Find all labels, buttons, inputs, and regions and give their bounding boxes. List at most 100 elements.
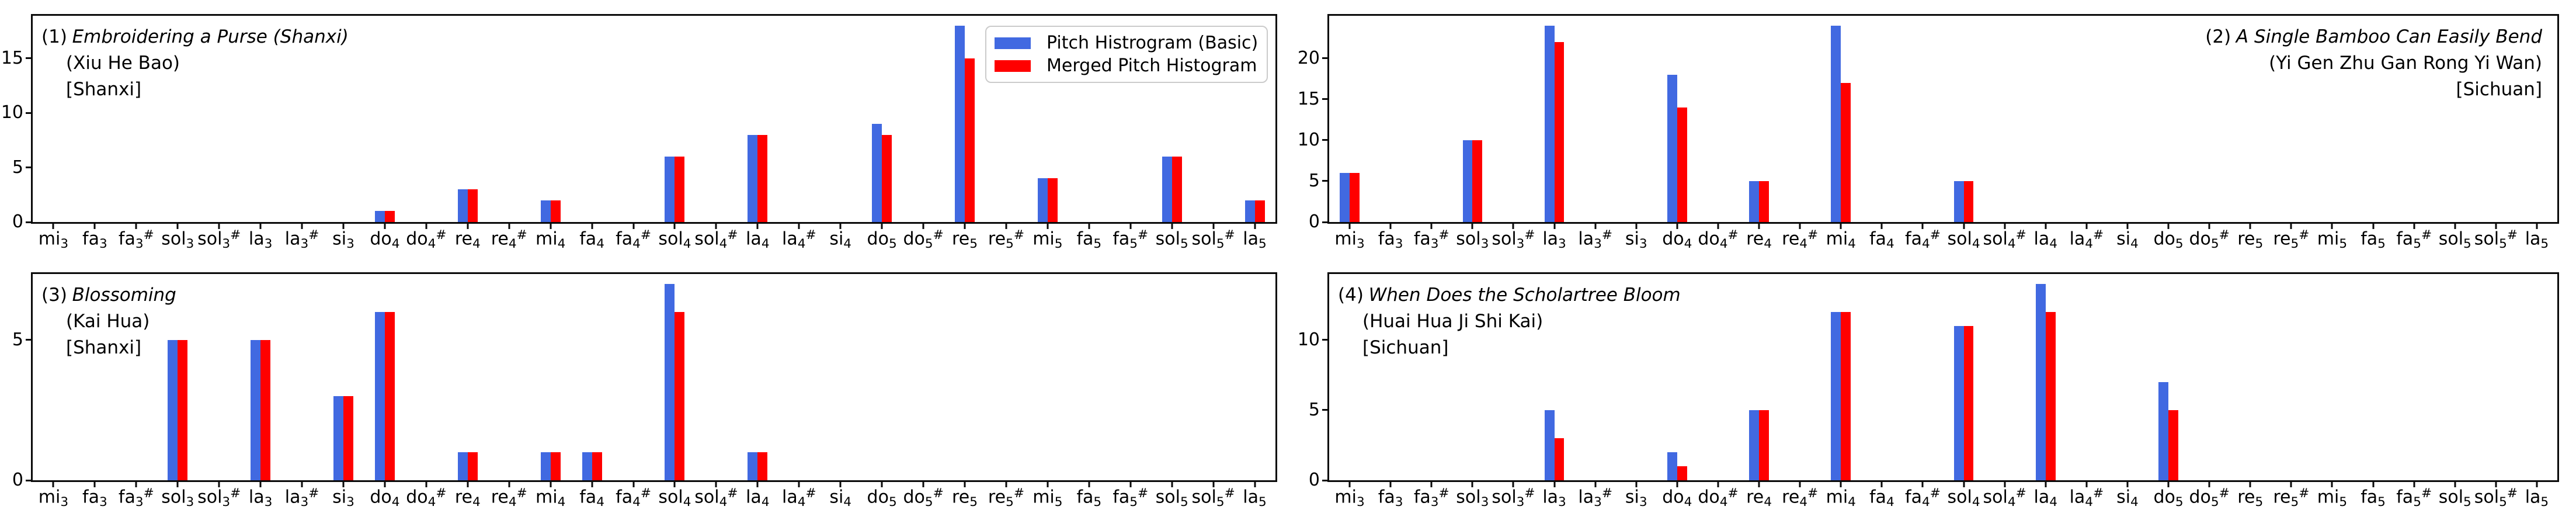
pitch-octave: 3 (1356, 495, 1365, 510)
pitch-name: si (829, 228, 844, 249)
pitch-octave: 4 (596, 237, 604, 252)
pitch-name: sol (694, 487, 719, 508)
x-tick-mark (342, 482, 345, 487)
bar-basic-la3 (1544, 25, 1555, 222)
pitch-sharp: # (805, 486, 816, 501)
pitch-name: sol (1456, 228, 1481, 249)
bar-basic-mi4 (1831, 25, 1841, 222)
x-tick-mark (176, 224, 179, 229)
pitch-octave: 4 (719, 237, 728, 252)
pitch-sharp: # (516, 228, 527, 242)
x-tick-mark (2004, 482, 2006, 487)
x-tick-label-fa4-sharp: fa4# (616, 487, 651, 509)
x-tick-mark (52, 482, 54, 487)
pitch-octave: 3 (346, 495, 354, 510)
x-tick-label-do4-sharp: do4# (1698, 228, 1738, 251)
x-tick-label-la3-sharp: la3# (1578, 487, 1612, 509)
x-tick-mark (2126, 224, 2129, 229)
x-tick-label-fa4-sharp: fa4# (616, 228, 651, 251)
pitch-octave: 4 (797, 495, 806, 510)
y-tick-mark (1322, 409, 1327, 411)
pitch-name: sol (1456, 487, 1481, 508)
x-tick-label-re4-sharp: re4# (491, 228, 527, 251)
bar-merged-do4 (1677, 466, 1687, 480)
pitch-name: mi (536, 487, 558, 508)
x-tick-label-re5: re5 (952, 487, 978, 509)
pitch-name: do (1662, 228, 1684, 249)
pitch-name: sol (1492, 487, 1517, 508)
pitch-name: do (903, 487, 925, 508)
x-tick-label-sol4-sharp: sol4# (694, 228, 738, 251)
x-tick-mark (591, 482, 593, 487)
x-tick-mark (1880, 482, 1883, 487)
pitch-octave: 5 (2175, 495, 2184, 510)
pitch-name: mi (1826, 228, 1848, 249)
bar-merged-fa4 (592, 452, 602, 480)
x-tick-label-fa3-sharp: fa3# (119, 487, 154, 509)
x-tick-label-sol4: sol4 (658, 228, 691, 251)
pitch-octave: 5 (2255, 495, 2264, 510)
x-tick-label-fa3: fa3 (1378, 487, 1403, 509)
pitch-name: fa (1076, 487, 1094, 508)
y-tick-mark (1322, 98, 1327, 100)
x-tick-label-fa3: fa3 (82, 487, 107, 509)
pitch-octave: 5 (2463, 237, 2471, 252)
pitch-octave: 3 (222, 237, 231, 252)
pitch-name: sol (161, 487, 186, 508)
bar-merged-sol5 (1171, 156, 1182, 222)
x-tick-mark (2536, 482, 2538, 487)
pitch-name: mi (536, 228, 558, 249)
pitch-octave: 4 (508, 495, 517, 510)
x-tick-mark (2454, 224, 2456, 229)
pitch-name: do (2189, 487, 2211, 508)
bar-merged-sol4 (675, 156, 685, 222)
x-tick-label-sol3-sharp: sol3# (197, 487, 241, 509)
pitch-name: sol (1155, 228, 1180, 249)
pitch-name: re (952, 228, 970, 249)
pitch-name: fa (82, 487, 99, 508)
x-tick-mark (2413, 224, 2415, 229)
x-tick-label-mi4: mi4 (1826, 228, 1856, 251)
pitch-octave: 3 (1395, 495, 1403, 510)
pitch-octave: 4 (472, 237, 481, 252)
y-tick-mark (1322, 339, 1327, 341)
pitch-octave: 4 (508, 237, 517, 252)
pitch-name: mi (1334, 487, 1357, 508)
bar-merged-sol3 (178, 339, 188, 480)
pitch-octave: 4 (472, 495, 481, 510)
bar-basic-do5 (872, 123, 882, 222)
x-tick-mark (2495, 224, 2497, 229)
pitch-name: la (1243, 487, 1259, 508)
pitch-name: fa (82, 228, 99, 249)
x-tick-mark (301, 224, 303, 229)
y-tick-label: 5 (12, 157, 23, 178)
pitch-name: fa (2361, 228, 2378, 249)
x-tick-mark (2331, 482, 2333, 487)
pitch-sharp: # (230, 486, 241, 501)
x-tick-label-re5-sharp: re5# (2273, 487, 2309, 509)
x-tick-label-mi3: mi3 (1334, 487, 1364, 509)
y-tick-mark (26, 112, 31, 114)
bar-basic-re5 (954, 25, 965, 222)
x-tick-mark (2045, 482, 2047, 487)
bar-basic-la3 (251, 339, 261, 480)
x-tick-label-mi5: mi5 (2317, 228, 2347, 251)
x-tick-label-si3: si3 (1625, 487, 1647, 509)
x-tick-mark (632, 482, 635, 487)
x-tick-mark (2208, 482, 2210, 487)
x-tick-label-sol4: sol4 (658, 487, 691, 509)
x-tick-label-do5-sharp: do5# (2189, 228, 2230, 251)
pitch-octave: 5 (1180, 495, 1188, 510)
x-tick-mark (508, 224, 510, 229)
x-tick-mark (550, 482, 552, 487)
pitch-octave: 4 (427, 237, 436, 252)
pitch-name: re (2273, 487, 2291, 508)
x-tick-label-la5: la5 (1243, 228, 1266, 251)
bar-basic-si3 (333, 396, 343, 480)
pitch-name: sol (2438, 487, 2464, 508)
bar-basic-la5 (1244, 200, 1255, 222)
pitch-octave: 3 (222, 495, 231, 510)
pitch-name: la (1578, 228, 1594, 249)
bar-basic-re4 (457, 452, 468, 480)
pitch-sharp: # (1807, 486, 1819, 501)
